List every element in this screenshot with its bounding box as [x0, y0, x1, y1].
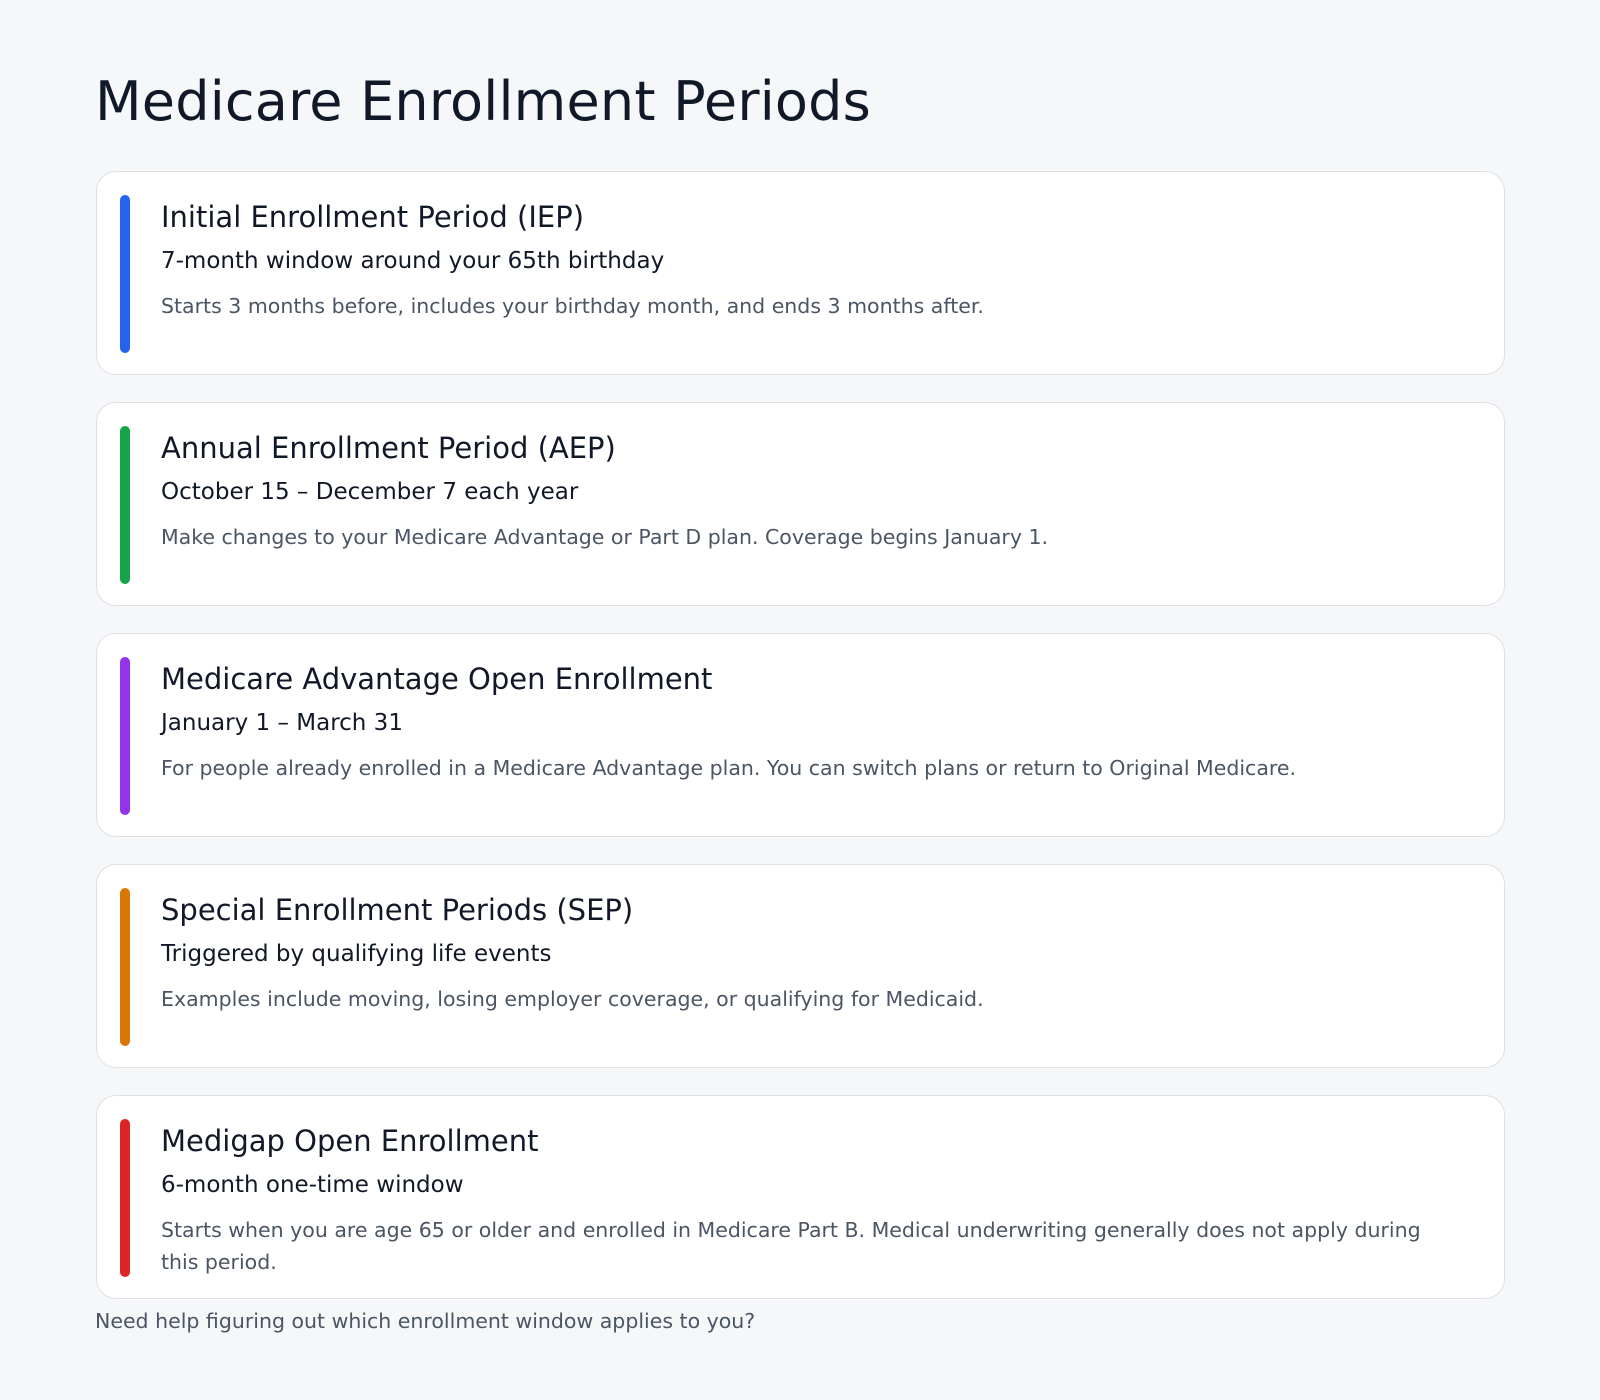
enrollment-card-medigap: Medigap Open Enrollment 6-month one-time…	[96, 1095, 1505, 1299]
enrollment-card-iep: Initial Enrollment Period (IEP) 7-month …	[96, 171, 1505, 375]
card-title: Medicare Advantage Open Enrollment	[161, 662, 713, 696]
card-title: Special Enrollment Periods (SEP)	[161, 893, 634, 927]
card-title: Medigap Open Enrollment	[161, 1124, 539, 1158]
card-accent-bar	[120, 426, 130, 584]
enrollment-card-ma-open-enrollment: Medicare Advantage Open Enrollment Janua…	[96, 633, 1505, 837]
enrollment-card-sep: Special Enrollment Periods (SEP) Trigger…	[96, 864, 1505, 1068]
card-subtitle: 7-month window around your 65th birthday	[161, 248, 665, 274]
card-subtitle: 6-month one-time window	[161, 1172, 464, 1198]
enrollment-card-aep: Annual Enrollment Period (AEP) October 1…	[96, 402, 1505, 606]
card-description: Make changes to your Medicare Advantage …	[161, 525, 1049, 549]
card-description: For people already enrolled in a Medicar…	[161, 756, 1296, 780]
enrollment-period-list: Initial Enrollment Period (IEP) 7-month …	[96, 171, 1505, 1326]
card-subtitle: Triggered by qualifying life events	[161, 941, 552, 967]
page-title: Medicare Enrollment Periods	[95, 70, 871, 133]
help-note: Need help figuring out which enrollment …	[95, 1309, 756, 1333]
card-accent-bar	[120, 1119, 130, 1277]
card-subtitle: January 1 – March 31	[161, 710, 403, 736]
card-accent-bar	[120, 888, 130, 1046]
card-description: Starts 3 months before, includes your bi…	[161, 294, 984, 318]
card-title: Annual Enrollment Period (AEP)	[161, 431, 616, 465]
card-accent-bar	[120, 657, 130, 815]
card-subtitle: October 15 – December 7 each year	[161, 479, 579, 505]
card-description: Examples include moving, losing employer…	[161, 987, 984, 1011]
card-title: Initial Enrollment Period (IEP)	[161, 200, 585, 234]
card-description: Starts when you are age 65 or older and …	[161, 1218, 1421, 1274]
card-accent-bar	[120, 195, 130, 353]
